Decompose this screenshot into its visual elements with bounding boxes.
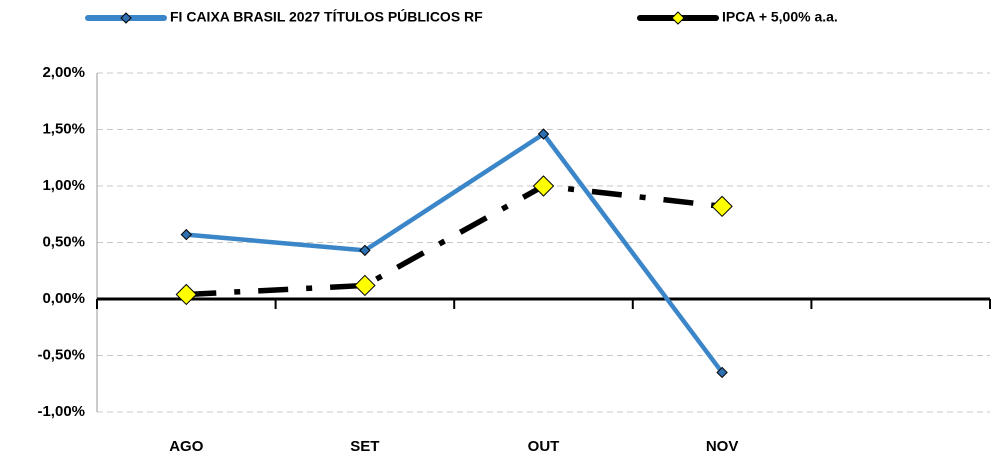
marker <box>354 274 376 297</box>
y-tick-label: 2,00% <box>42 64 85 81</box>
x-tick-label: OUT <box>528 438 560 455</box>
legend-marker <box>671 11 685 25</box>
series-line <box>186 183 723 298</box>
series-line <box>186 131 724 374</box>
x-tick-label: AGO <box>169 438 204 455</box>
legend-label: FI CAIXA BRASIL 2027 TÍTULOS PÚBLICOS RF <box>170 8 483 25</box>
marker <box>711 195 733 218</box>
marker <box>532 175 555 197</box>
y-tick-label: -0,50% <box>37 346 85 363</box>
legend-label: IPCA + 5,00% a.a. <box>722 9 838 25</box>
y-tick-label: -1,00% <box>37 403 85 420</box>
marker <box>180 228 193 241</box>
marker <box>175 283 198 306</box>
marker <box>716 366 728 379</box>
x-tick-label: NOV <box>706 438 739 455</box>
legend-marker <box>120 12 132 24</box>
marker <box>359 244 371 257</box>
y-tick-label: 1,50% <box>42 120 85 137</box>
y-tick-label: 1,00% <box>42 177 85 194</box>
y-tick-label: 0,00% <box>42 290 85 307</box>
marker <box>537 128 550 140</box>
x-tick-label: SET <box>350 438 379 455</box>
y-tick-label: 0,50% <box>42 233 85 250</box>
